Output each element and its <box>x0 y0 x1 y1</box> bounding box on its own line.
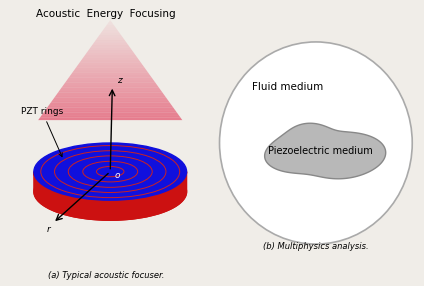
Polygon shape <box>54 95 166 98</box>
Text: z: z <box>117 76 121 85</box>
Polygon shape <box>67 78 153 80</box>
Polygon shape <box>96 37 125 40</box>
Ellipse shape <box>34 163 187 220</box>
Polygon shape <box>49 103 171 105</box>
Polygon shape <box>81 57 139 60</box>
Polygon shape <box>53 98 168 100</box>
Polygon shape <box>76 65 145 67</box>
Polygon shape <box>78 63 142 65</box>
Polygon shape <box>105 25 116 27</box>
Polygon shape <box>56 93 165 95</box>
Ellipse shape <box>34 143 187 200</box>
Text: Fluid medium: Fluid medium <box>252 82 323 92</box>
Polygon shape <box>99 33 121 35</box>
Polygon shape <box>45 108 175 110</box>
Polygon shape <box>74 67 146 70</box>
Polygon shape <box>89 47 132 50</box>
Text: r: r <box>47 225 50 234</box>
Polygon shape <box>60 88 161 90</box>
Polygon shape <box>70 73 150 75</box>
Polygon shape <box>94 40 126 43</box>
Text: (a) Typical acoustic focuser.: (a) Typical acoustic focuser. <box>48 271 164 280</box>
Ellipse shape <box>220 42 412 244</box>
Polygon shape <box>64 83 157 85</box>
Polygon shape <box>265 123 386 179</box>
Polygon shape <box>34 172 187 220</box>
Polygon shape <box>69 75 152 78</box>
Polygon shape <box>38 118 182 120</box>
Text: o: o <box>114 171 120 180</box>
Text: (b) Multiphysics analysis.: (b) Multiphysics analysis. <box>263 242 369 251</box>
Polygon shape <box>58 90 162 93</box>
Polygon shape <box>101 30 119 33</box>
Text: PZT rings: PZT rings <box>21 108 64 157</box>
Polygon shape <box>85 53 135 55</box>
Polygon shape <box>80 60 141 63</box>
Text: Piezoelectric medium: Piezoelectric medium <box>268 146 373 156</box>
Polygon shape <box>90 45 130 47</box>
Polygon shape <box>51 100 170 103</box>
Polygon shape <box>73 70 148 73</box>
Polygon shape <box>107 23 114 25</box>
Polygon shape <box>44 110 177 113</box>
Polygon shape <box>109 20 112 23</box>
Polygon shape <box>92 43 128 45</box>
Polygon shape <box>65 80 155 83</box>
Text: Acoustic  Energy  Focusing: Acoustic Energy Focusing <box>36 9 176 19</box>
Polygon shape <box>87 50 134 53</box>
Polygon shape <box>83 55 137 57</box>
Polygon shape <box>47 105 173 108</box>
Polygon shape <box>42 113 179 115</box>
Polygon shape <box>61 85 159 88</box>
Polygon shape <box>103 27 117 30</box>
Polygon shape <box>98 35 123 37</box>
Polygon shape <box>40 115 181 118</box>
